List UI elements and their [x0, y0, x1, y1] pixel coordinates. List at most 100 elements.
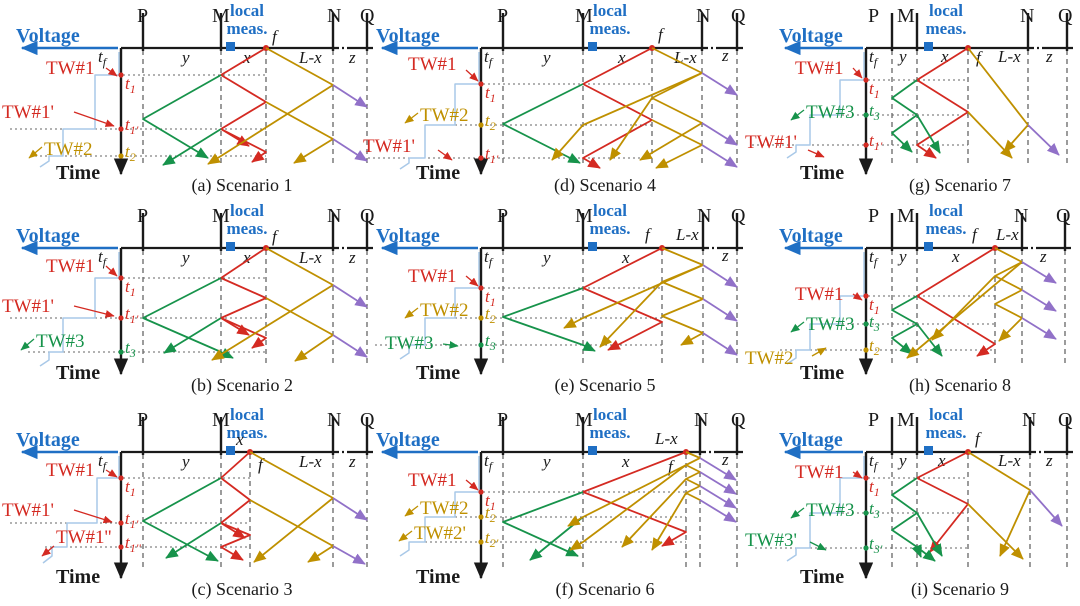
bus-label-Q: Q — [1056, 205, 1071, 227]
tw-label: TW#3 — [36, 331, 85, 352]
tf-label: tf — [98, 247, 108, 269]
time-label: Time — [416, 566, 460, 588]
wave-purple — [1021, 317, 1057, 340]
tw-pointer-arrow — [852, 67, 863, 79]
time-tick-label: t2 — [869, 336, 880, 358]
wave-green — [916, 512, 943, 557]
tw-pointer-arrow — [811, 347, 827, 357]
wave-red — [220, 247, 267, 349]
distance-label-y: y — [897, 47, 907, 66]
voltage-label: Voltage — [779, 429, 843, 451]
wave-purple — [1021, 261, 1057, 284]
distance-label-x: x — [940, 47, 949, 66]
time-tick-label: t1' — [869, 131, 883, 153]
time-dot — [118, 275, 124, 281]
tw-label: TW#3 — [806, 314, 855, 335]
voltage-label: Voltage — [16, 429, 80, 451]
tw-pointer-arrow — [809, 541, 827, 551]
local-meas-label: local — [593, 1, 627, 20]
wave-green — [916, 114, 941, 154]
local-meas-label: local — [929, 405, 963, 424]
wave-yellow — [906, 247, 1023, 359]
time-dot — [863, 293, 869, 299]
bus-label-N: N — [1020, 5, 1034, 27]
voltage-step-curve — [39, 252, 120, 367]
tw-label: TW#1 — [46, 460, 95, 481]
caption: (f) Scenario 6 — [556, 579, 655, 600]
time-tick-label: t1 — [485, 287, 496, 309]
voltage-step-curve — [786, 52, 865, 159]
bus-label-P: P — [868, 205, 879, 227]
time-label: Time — [416, 162, 460, 184]
time-tick-label: t1 — [869, 79, 880, 101]
time-dot — [118, 315, 124, 321]
time-label: Time — [800, 566, 844, 588]
tf-label: tf — [484, 47, 494, 69]
time-dot — [478, 489, 484, 495]
local-meas-label: local — [230, 1, 264, 20]
wave-green — [142, 477, 222, 562]
voltage-label: Voltage — [376, 429, 440, 451]
distance-label-f: f — [272, 27, 279, 46]
wave-yellow — [265, 101, 334, 164]
local-meas-label: local — [230, 201, 264, 220]
wave-yellow — [931, 275, 996, 341]
wave-yellow — [967, 503, 1024, 560]
wave-green — [163, 317, 222, 354]
wave-red — [220, 47, 267, 163]
tw-pointer-arrow — [73, 509, 113, 524]
voltage-step-curve — [399, 252, 480, 360]
distance-label-L-x: L-x — [675, 225, 699, 244]
time-tick-label: t3 — [869, 499, 880, 521]
time-tick-label: t1 — [125, 74, 136, 96]
time-tick-label: t3 — [485, 331, 496, 353]
tw-pointer-arrow — [404, 307, 419, 319]
bus-label-Q: Q — [731, 409, 746, 431]
tw-pointer-arrow — [465, 69, 479, 82]
time-tick-label: t1' — [125, 509, 139, 531]
local-meas-label: meas. — [226, 423, 267, 442]
tw-pointer-arrow — [790, 109, 805, 121]
wave-yellow — [563, 247, 704, 329]
bus-label-Q: Q — [360, 5, 375, 27]
time-tick-label: t1 — [869, 295, 880, 317]
bus-label-Q: Q — [360, 409, 375, 431]
wave-yellow — [265, 297, 334, 362]
time-tick-label: t3' — [869, 534, 883, 556]
voltage-label: Voltage — [16, 225, 80, 247]
wave-green — [165, 522, 222, 559]
wave-yellow — [661, 264, 704, 346]
tw-pointer-arrow — [852, 292, 863, 301]
wave-green — [502, 287, 596, 352]
tw-pointer-arrow — [404, 505, 419, 517]
tw-label: TW#1 — [795, 462, 844, 483]
tw-label: TW#1' — [2, 296, 54, 317]
bus-label-M: M — [212, 409, 230, 431]
time-dot — [118, 72, 124, 78]
distance-label-x: x — [242, 48, 251, 67]
distance-label-f: f — [668, 457, 675, 476]
time-tick-label: t1' — [125, 304, 139, 326]
time-dot — [118, 153, 124, 159]
local-meas-label: local — [230, 405, 264, 424]
wave-yellow — [994, 261, 1023, 342]
distance-label-f: f — [975, 429, 982, 448]
local-meas-label: meas. — [925, 19, 966, 38]
wave-red — [220, 317, 250, 336]
tw-pointer-arrow — [437, 149, 453, 161]
time-dot — [478, 315, 484, 321]
distance-label-L-x: L-x — [997, 47, 1021, 66]
bus-label-P: P — [137, 205, 148, 227]
caption: (h) Scenario 8 — [909, 375, 1011, 396]
distance-label-x: x — [617, 48, 626, 67]
distance-label-y: y — [541, 48, 551, 67]
tw-label: TW#1 — [46, 256, 95, 277]
time-tick-label: t2' — [485, 528, 499, 550]
voltage-step-curve — [399, 456, 480, 557]
wave-yellow — [551, 47, 703, 161]
distance-label-L-x: L-x — [298, 48, 322, 67]
caption: (i) Scenario 9 — [911, 579, 1009, 600]
wave-purple — [699, 499, 737, 523]
